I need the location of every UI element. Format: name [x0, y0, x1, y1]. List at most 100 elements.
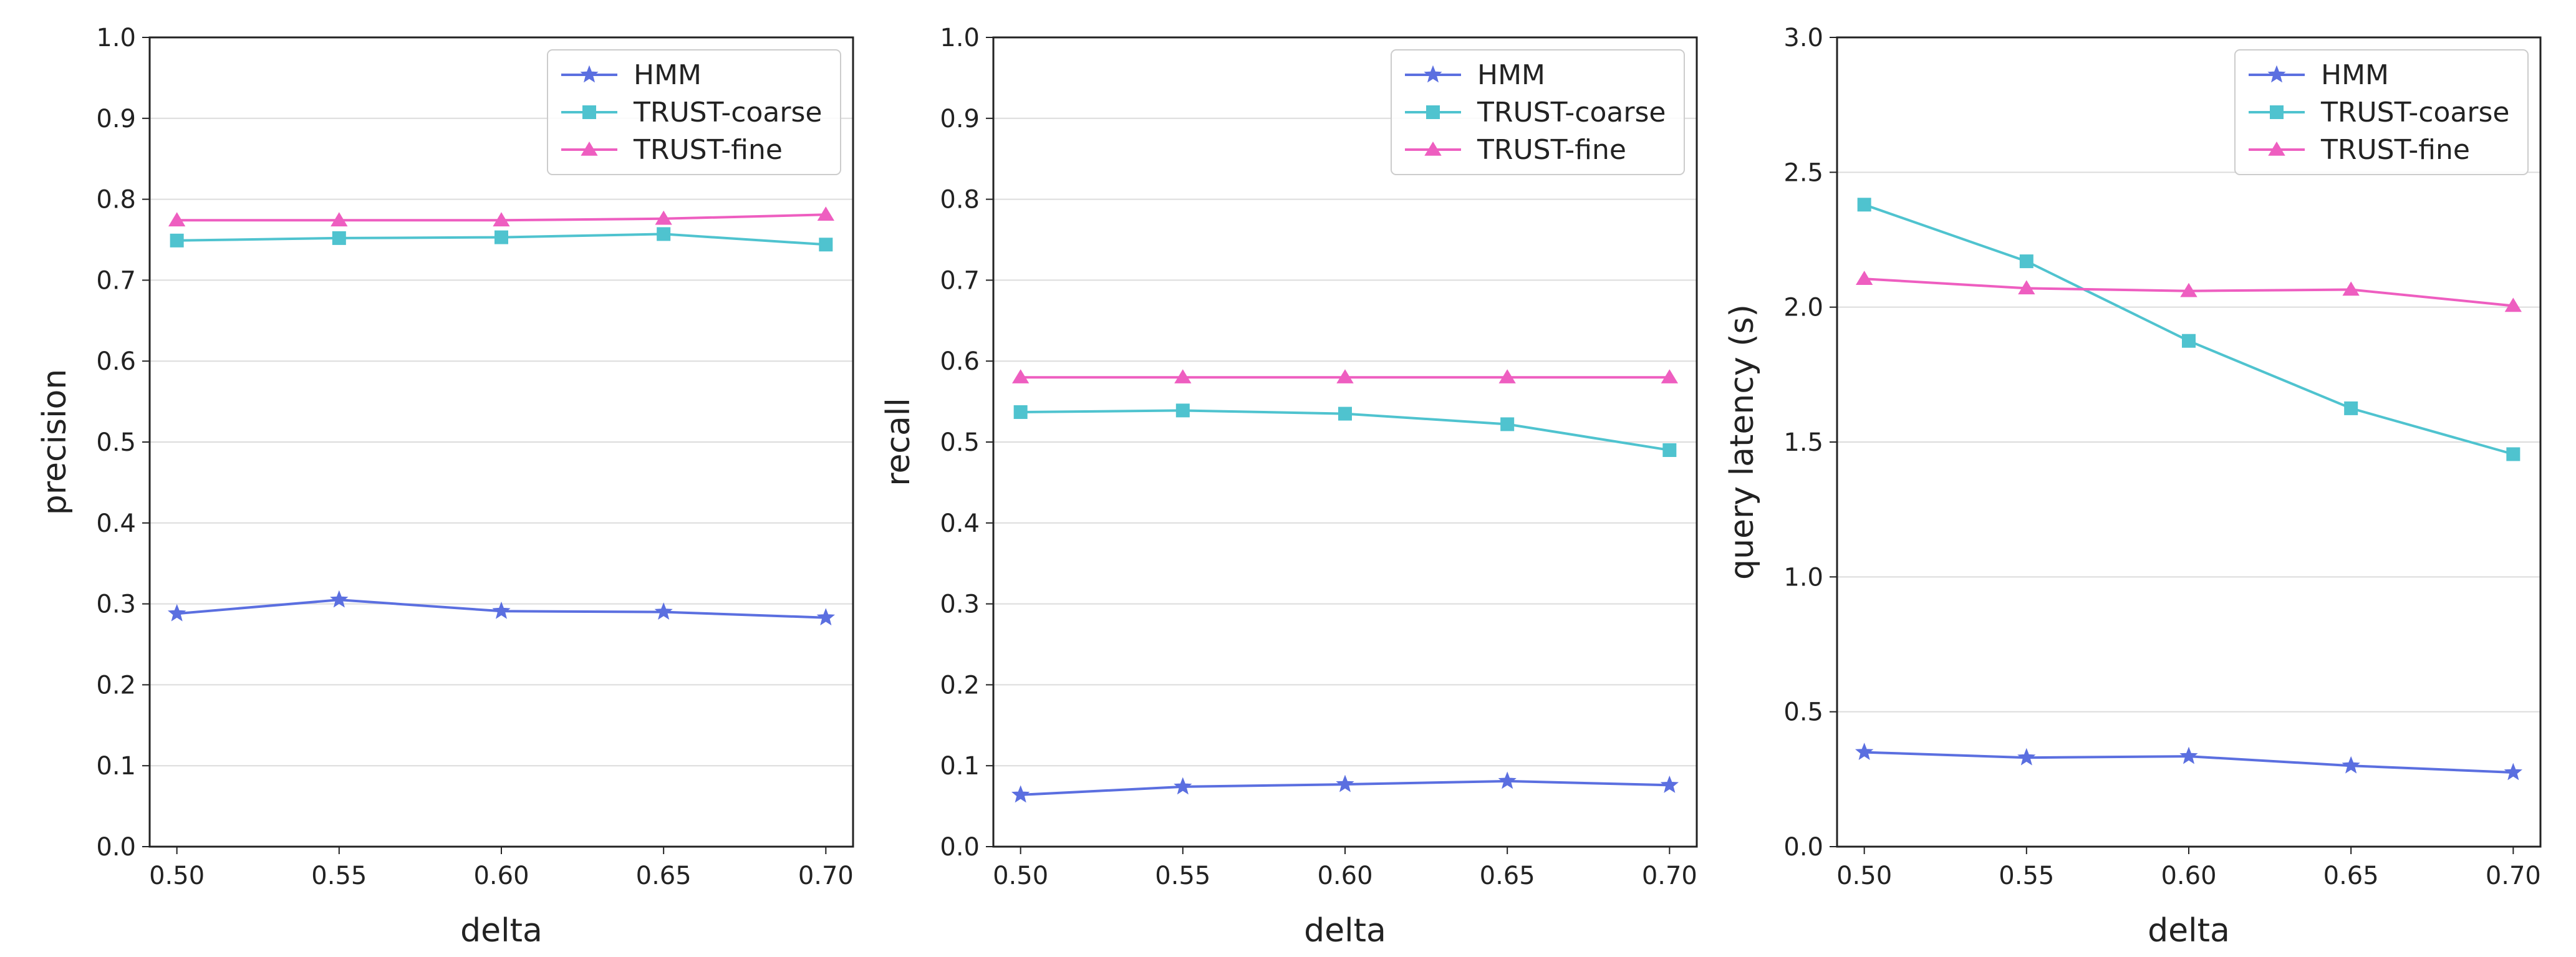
- x-tick-label: 0.55: [1999, 862, 2054, 890]
- series-trust-coarse: [170, 227, 833, 252]
- series-trust-coarse: [1857, 198, 2521, 461]
- y-tick-label: 0.7: [940, 266, 980, 295]
- y-tick-label: 1.5: [1783, 428, 1823, 457]
- legend-marker-hmm: [1424, 65, 1442, 83]
- series-line-trust-coarse: [1864, 203, 2514, 456]
- x-axis-label: delta: [1304, 912, 1386, 950]
- data-point-trust-coarse: [1175, 403, 1190, 418]
- legend-marker-trust-coarse: [1426, 105, 1440, 119]
- data-point-trust-fine: [1012, 369, 1030, 383]
- data-point-trust-coarse: [1500, 417, 1515, 431]
- y-axis-label: recall: [880, 398, 917, 486]
- data-point-hmm: [1660, 776, 1679, 793]
- data-point-hmm: [492, 601, 511, 619]
- chart-panel-2: 0.0 0.1 0.2 0.3 0.4 0.5 0.6 0.7 0.8 0.9 1.0 0.50 0.5…: [880, 24, 1698, 950]
- chart-panel-1: 0.0 0.1 0.2 0.3 0.4 0.5 0.6 0.7 0.8 0.9 1.0 0.50 0.5…: [36, 24, 854, 950]
- legend-marker-trust-fine: [2268, 142, 2285, 156]
- data-point-trust-coarse: [2019, 254, 2033, 269]
- x-tick-label: 0.65: [1480, 862, 1535, 890]
- legend-label-trust-coarse: TRUST-coarse: [1477, 97, 1666, 128]
- data-point-hmm: [2342, 756, 2360, 774]
- y-tick-label: 3.0: [1783, 24, 1823, 52]
- y-tick-label: 1.0: [940, 24, 980, 52]
- data-point-hmm: [167, 604, 186, 622]
- data-point-hmm: [1336, 774, 1354, 792]
- legend-marker-trust-coarse: [582, 105, 596, 119]
- y-tick-label: 1.0: [96, 24, 136, 52]
- legend-label-trust-fine: TRUST-fine: [1477, 134, 1626, 166]
- x-tick-label: 0.60: [2161, 862, 2216, 890]
- legend-marker-trust-coarse: [2270, 105, 2284, 119]
- data-point-trust-fine: [168, 212, 186, 227]
- data-point-trust-coarse: [170, 233, 184, 248]
- x-tick-label: 0.70: [1642, 862, 1697, 890]
- y-tick-label: 0.6: [96, 347, 136, 376]
- y-tick-label: 0.8: [940, 186, 980, 214]
- data-point-trust-coarse: [332, 231, 346, 245]
- y-tick-label: 0.5: [940, 428, 980, 457]
- data-point-trust-coarse: [2344, 401, 2358, 415]
- data-point-trust-coarse: [1662, 443, 1677, 457]
- y-tick-label: 0.0: [1783, 833, 1823, 862]
- x-tick-label: 0.50: [149, 862, 205, 890]
- data-point-trust-coarse: [819, 238, 833, 252]
- y-tick-label: 1.0: [1783, 563, 1823, 592]
- data-point-trust-fine: [1856, 271, 1873, 285]
- series-trust-fine: [1012, 369, 1678, 383]
- plot-frame: [992, 36, 1698, 848]
- data-point-trust-coarse: [1013, 405, 1028, 419]
- data-point-hmm: [1011, 785, 1030, 803]
- data-point-hmm: [330, 590, 349, 608]
- x-axis-label: delta: [2148, 912, 2230, 950]
- y-tick-label: 0.7: [96, 266, 136, 295]
- x-tick-label: 0.55: [311, 862, 367, 890]
- y-tick-label: 0.1: [96, 752, 136, 781]
- data-point-trust-coarse: [2182, 334, 2196, 348]
- legend: HMM TRUST-coarse TRUST-fine: [547, 49, 841, 175]
- data-point-hmm: [1174, 777, 1192, 795]
- plot-frame: [1836, 36, 2542, 848]
- y-tick-label: 2.0: [1783, 294, 1823, 322]
- y-tick-label: 2.5: [1783, 158, 1823, 187]
- y-tick-label: 0.8: [96, 186, 136, 214]
- x-tick-label: 0.60: [1317, 862, 1372, 890]
- legend-label-trust-fine: TRUST-fine: [633, 134, 783, 166]
- x-tick-label: 0.50: [993, 862, 1048, 890]
- data-point-trust-fine: [1336, 369, 1354, 383]
- data-point-trust-fine: [2342, 281, 2360, 296]
- y-tick-label: 0.1: [940, 752, 980, 781]
- data-point-trust-fine: [1174, 369, 1192, 383]
- data-point-trust-coarse: [1338, 406, 1352, 421]
- y-tick-label: 0.9: [96, 105, 136, 133]
- data-point-hmm: [1855, 743, 1874, 761]
- x-tick-label: 0.70: [2486, 862, 2541, 890]
- data-point-trust-fine: [330, 212, 348, 227]
- y-tick-label: 0.3: [96, 590, 136, 619]
- x-tick-label: 0.50: [1836, 862, 1892, 890]
- data-point-trust-fine: [2018, 280, 2035, 295]
- legend-box: [1391, 49, 1685, 175]
- data-point-trust-fine: [817, 206, 834, 221]
- data-point-hmm: [2179, 746, 2198, 764]
- x-tick-label: 0.65: [636, 862, 692, 890]
- series-trust-fine: [1856, 271, 2522, 312]
- data-point-trust-fine: [1498, 369, 1516, 383]
- legend-marker-hmm: [2267, 65, 2286, 83]
- y-axis-label: precision: [36, 369, 74, 516]
- data-point-hmm: [816, 608, 836, 626]
- x-tick-label: 0.55: [1155, 862, 1210, 890]
- legend-label-trust-coarse: TRUST-coarse: [633, 97, 822, 128]
- series-hmm: [167, 590, 836, 626]
- y-tick-label: 0.4: [940, 509, 980, 538]
- data-point-hmm: [2504, 762, 2523, 781]
- data-point-trust-coarse: [2506, 447, 2521, 461]
- legend-label-hmm: HMM: [634, 59, 702, 91]
- data-point-trust-coarse: [657, 227, 671, 241]
- data-point-trust-fine: [2504, 297, 2522, 312]
- legend-label-hmm: HMM: [2321, 59, 2389, 91]
- x-tick-label: 0.65: [2323, 862, 2379, 890]
- legend-marker-hmm: [580, 65, 599, 83]
- series-trust-coarse: [1013, 403, 1677, 457]
- data-point-trust-fine: [1661, 369, 1678, 383]
